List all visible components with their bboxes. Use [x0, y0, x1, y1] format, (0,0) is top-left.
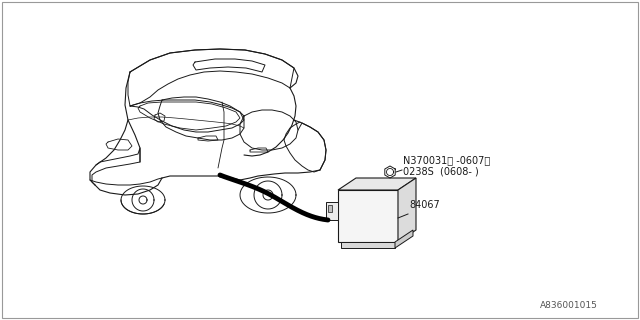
Text: 84067: 84067	[409, 200, 440, 210]
Polygon shape	[338, 178, 416, 190]
Polygon shape	[398, 178, 416, 242]
Polygon shape	[341, 242, 395, 248]
Text: A836001015: A836001015	[540, 301, 598, 310]
Polygon shape	[328, 205, 332, 212]
Text: N370031（ -0607）: N370031（ -0607）	[403, 155, 490, 165]
FancyBboxPatch shape	[338, 190, 398, 242]
Polygon shape	[395, 230, 413, 248]
Polygon shape	[326, 202, 338, 220]
Text: 0238S  (0608- ): 0238S (0608- )	[403, 166, 479, 176]
